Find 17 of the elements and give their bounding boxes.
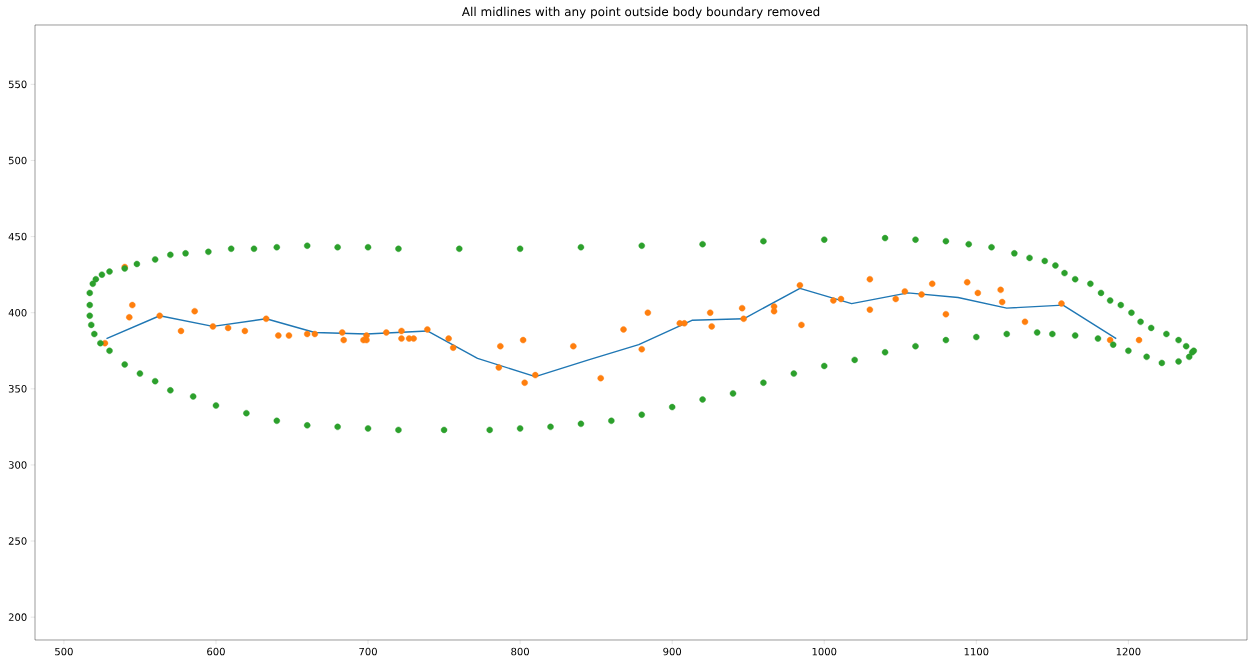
x-tick-label: 600 [207,647,225,656]
y-tick-label: 400 [8,309,27,317]
x-tick-label: 1200 [1116,647,1141,656]
y-tick-label: 500 [8,156,27,165]
y-tick-label: 450 [8,232,27,241]
x-tick-label: 1100 [964,647,989,656]
x-tick-label: 900 [663,647,682,656]
y-tick-label: 550 [8,80,27,89]
y-tick-label: 300 [8,461,27,469]
y-tick-label: 200 [8,613,27,622]
x-tick-label: 700 [359,647,377,656]
x-tick-label: 500 [55,647,73,656]
chart-title: All midlines with any point outside body boundary removed [461,7,820,19]
y-tick-label: 350 [8,385,27,393]
y-tick-label: 250 [8,537,27,545]
x-tick-label: 1000 [812,647,837,656]
x-tick-label: 800 [511,647,529,656]
